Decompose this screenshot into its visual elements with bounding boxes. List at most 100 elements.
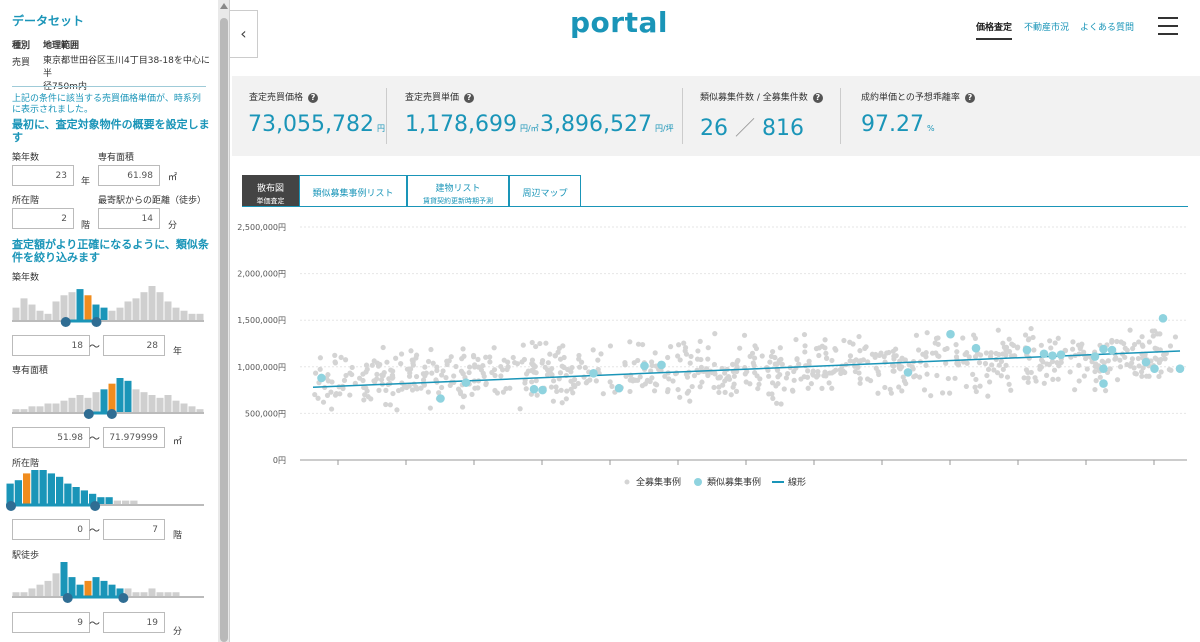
point-similar[interactable] <box>1107 345 1117 355</box>
nav-market[interactable]: 不動産市況 <box>1024 23 1070 33</box>
slider-handle-min[interactable] <box>62 593 73 603</box>
histogram-bar <box>12 409 20 412</box>
filter-floor-max-input[interactable]: 7 <box>103 519 165 540</box>
filter-floor-slider[interactable] <box>6 468 204 516</box>
point-all <box>1047 338 1053 344</box>
filter-age-min-input[interactable]: 18 <box>12 335 90 356</box>
point-all <box>789 387 796 393</box>
slider-handle-max[interactable] <box>106 409 117 419</box>
filter-age-slider[interactable] <box>12 284 204 332</box>
point-similar[interactable] <box>1141 357 1151 367</box>
point-all <box>943 360 949 366</box>
collapse-sidebar-button[interactable]: ‹ <box>230 10 258 58</box>
slider-handle-max[interactable] <box>118 593 129 603</box>
floor-input[interactable]: 2 <box>12 208 74 229</box>
slider-handle-min[interactable] <box>6 501 16 511</box>
point-similar[interactable] <box>903 368 913 377</box>
point-similar[interactable] <box>1175 364 1185 373</box>
menu-icon[interactable] <box>1158 17 1178 35</box>
point-similar[interactable] <box>657 360 666 370</box>
point-similar[interactable] <box>1158 314 1168 323</box>
point-all <box>315 395 321 401</box>
tab-similar-list[interactable]: 類似募集事例リスト <box>299 175 407 207</box>
point-all <box>882 384 888 391</box>
help-icon[interactable]: ? <box>812 92 823 103</box>
point-similar[interactable] <box>971 343 981 353</box>
point-similar[interactable] <box>614 383 624 393</box>
point-all <box>737 345 743 351</box>
point-all <box>532 363 538 370</box>
point-similar[interactable] <box>529 384 539 394</box>
filter-area-min-input[interactable]: 51.98 <box>12 427 90 448</box>
point-all <box>480 362 486 369</box>
help-icon[interactable]: ? <box>964 92 975 103</box>
point-all <box>819 385 825 391</box>
nav-faq[interactable]: よくある質問 <box>1080 23 1135 33</box>
point-all <box>857 380 863 386</box>
point-similar[interactable] <box>1099 379 1108 388</box>
point-all <box>376 387 382 393</box>
point-all <box>687 398 693 404</box>
point-all <box>343 372 349 379</box>
point-all <box>572 383 578 390</box>
point-similar[interactable] <box>1048 351 1057 360</box>
point-all <box>1136 363 1142 369</box>
filter-area-slider[interactable] <box>12 376 204 424</box>
point-similar[interactable] <box>1099 364 1108 373</box>
filter-area-max-input[interactable]: 71.979999 <box>103 427 165 448</box>
filter-age-max-input[interactable]: 28 <box>103 335 165 356</box>
walk-input[interactable]: 14 <box>98 208 160 229</box>
point-all <box>543 340 549 346</box>
point-similar[interactable] <box>436 394 445 403</box>
filter-walk-slider[interactable] <box>12 560 204 608</box>
point-all <box>384 359 390 365</box>
point-similar[interactable] <box>317 373 326 383</box>
histogram-bar <box>97 497 105 504</box>
point-similar[interactable] <box>1022 345 1032 355</box>
help-icon[interactable]: ? <box>308 92 319 103</box>
point-all <box>801 331 808 338</box>
histogram-bar <box>60 295 68 320</box>
point-all <box>681 340 687 346</box>
point-all <box>552 353 558 359</box>
filter-floor-min-input[interactable]: 0 <box>12 519 90 540</box>
histogram-bar <box>72 487 80 504</box>
histogram-bar <box>148 588 156 596</box>
sidebar-scrollbar[interactable] <box>218 0 230 642</box>
portal-logo[interactable]: portal <box>570 6 668 39</box>
age-input[interactable]: 23 <box>12 165 74 186</box>
tab-scatter[interactable]: 散布図 単価査定 <box>242 175 299 207</box>
slider-handle-min[interactable] <box>83 409 94 419</box>
slider-handle-max[interactable] <box>91 317 102 327</box>
point-similar[interactable] <box>640 361 649 371</box>
tab-building-list[interactable]: 建物リスト 賃貸契約更新時期予測 <box>407 175 509 207</box>
y-tick-label: 0円 <box>273 456 286 465</box>
point-similar[interactable] <box>1056 350 1066 359</box>
scroll-up-arrow-icon[interactable] <box>220 3 228 9</box>
nav-price-assessment[interactable]: 価格査定 <box>976 20 1013 40</box>
filter-walk-min-input[interactable]: 9 <box>12 612 90 633</box>
point-similar[interactable] <box>538 385 547 395</box>
help-icon[interactable]: ? <box>464 92 475 103</box>
point-similar[interactable] <box>589 369 598 378</box>
point-all <box>865 359 871 365</box>
point-all <box>962 351 968 358</box>
point-similar[interactable] <box>1039 349 1049 359</box>
point-similar[interactable] <box>946 329 955 339</box>
point-similar[interactable] <box>1090 352 1100 361</box>
point-similar[interactable] <box>1099 344 1108 354</box>
histogram-bar <box>122 500 130 504</box>
slider-handle-min[interactable] <box>60 317 71 327</box>
slider-handle-max[interactable] <box>90 501 101 511</box>
point-similar[interactable] <box>1150 364 1159 373</box>
scrollbar-thumb[interactable] <box>220 18 228 642</box>
point-all <box>1067 369 1073 375</box>
filter-walk-max-input[interactable]: 19 <box>103 612 165 633</box>
point-similar[interactable] <box>461 378 471 387</box>
point-all <box>747 381 753 387</box>
point-all <box>767 359 773 365</box>
point-all <box>1006 336 1012 342</box>
tab-area-map[interactable]: 周辺マップ <box>509 175 581 207</box>
area-input[interactable]: 61.98 <box>98 165 160 186</box>
point-all <box>390 368 396 374</box>
